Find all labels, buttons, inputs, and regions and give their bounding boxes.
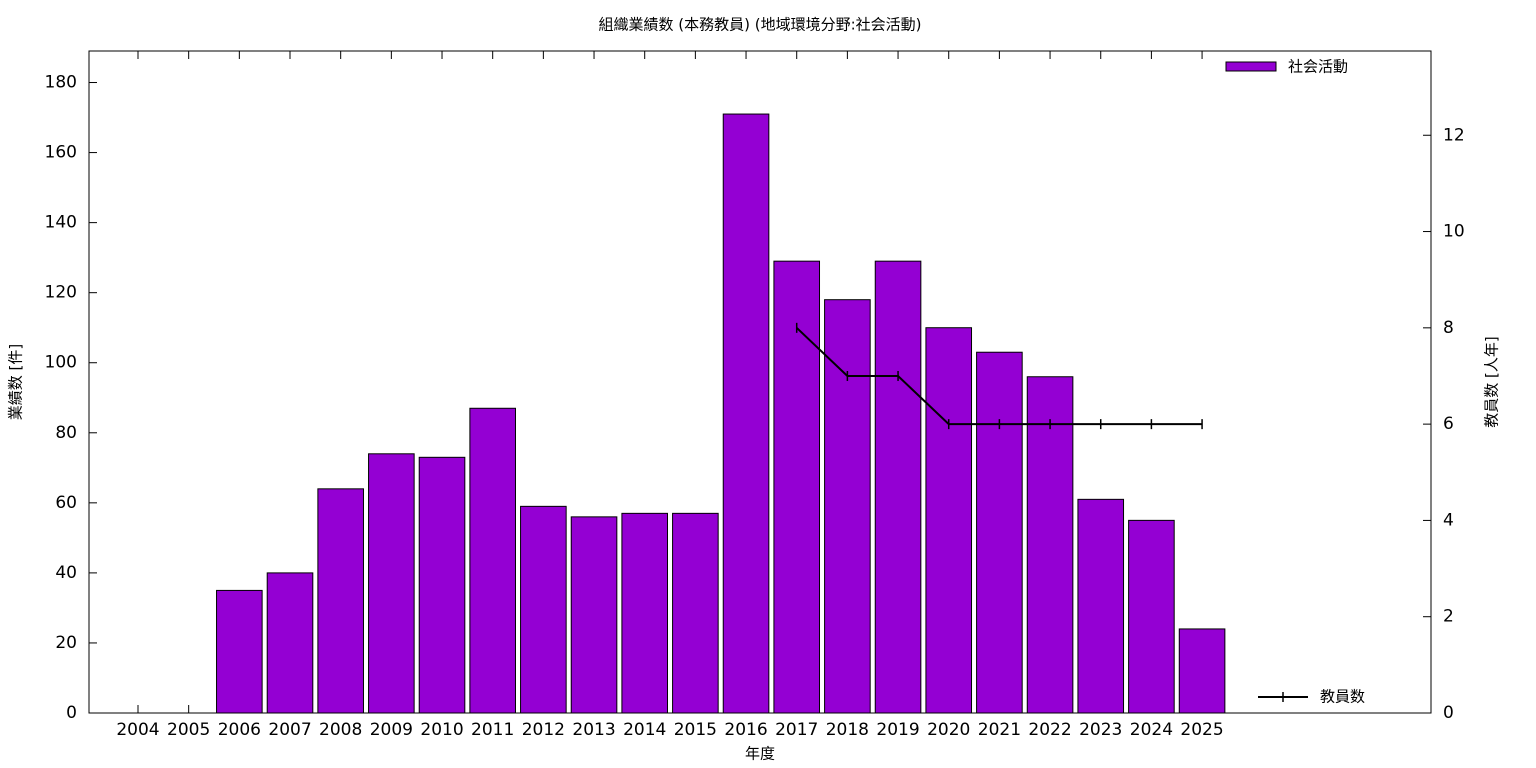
x-tick-label: 2005 xyxy=(167,720,210,740)
y2-tick-label: 4 xyxy=(1443,510,1454,530)
y2-tick-label: 2 xyxy=(1443,607,1454,627)
bar xyxy=(722,113,770,714)
x-tick-label: 2012 xyxy=(522,720,565,740)
x-tick-label: 2014 xyxy=(623,720,666,740)
bar xyxy=(621,512,669,714)
legend-label: 社会活動 xyxy=(1288,58,1348,76)
chart-title: 組織業績数 (本務教員) (地域環境分野:社会活動) xyxy=(598,16,921,34)
x-tick-label: 2007 xyxy=(268,720,311,740)
x-tick-label: 2018 xyxy=(826,720,869,740)
y2-axis-title: 教員数 [人年] xyxy=(1483,336,1501,427)
x-tick-label: 2008 xyxy=(319,720,362,740)
x-tick-label: 2011 xyxy=(471,720,514,740)
bar xyxy=(216,589,263,714)
y2-tick-label: 12 xyxy=(1443,125,1465,145)
y2-tick-label: 0 xyxy=(1443,703,1454,723)
x-tick-label: 2023 xyxy=(1079,720,1122,740)
x-tick-label: 2010 xyxy=(420,720,463,740)
bar xyxy=(1178,628,1226,714)
x-axis-title: 年度 xyxy=(745,745,775,763)
x-tick-label: 2025 xyxy=(1180,720,1223,740)
x-tick-label: 2019 xyxy=(876,720,919,740)
x-tick-label: 2015 xyxy=(674,720,717,740)
bar xyxy=(418,456,466,714)
bar xyxy=(1026,376,1074,714)
y-tick-label: 0 xyxy=(66,703,77,723)
bar xyxy=(266,572,314,714)
y2-tick-label: 10 xyxy=(1443,222,1465,242)
bar xyxy=(672,512,719,714)
y2-tick-label: 6 xyxy=(1443,414,1454,434)
y-tick-label: 180 xyxy=(45,73,77,93)
x-tick-label: 2022 xyxy=(1028,720,1071,740)
x-tick-label: 2017 xyxy=(775,720,818,740)
y-tick-label: 100 xyxy=(45,353,77,373)
y-tick-label: 60 xyxy=(55,493,77,513)
y-tick-label: 20 xyxy=(55,633,77,653)
bar xyxy=(520,505,567,714)
x-tick-label: 2006 xyxy=(218,720,261,740)
bar xyxy=(570,516,618,714)
y-tick-label: 40 xyxy=(55,563,77,583)
bar xyxy=(773,260,821,714)
y-tick-label: 80 xyxy=(55,423,77,443)
x-tick-label: 2004 xyxy=(116,720,159,740)
y-axis-title: 業績数 [件] xyxy=(7,344,25,420)
x-tick-label: 2021 xyxy=(978,720,1021,740)
bar xyxy=(368,453,415,714)
x-tick-label: 2016 xyxy=(724,720,767,740)
bar xyxy=(925,327,973,714)
y-tick-label: 140 xyxy=(45,213,77,233)
bar xyxy=(1077,498,1125,714)
bar xyxy=(317,488,364,714)
x-tick-label: 2020 xyxy=(927,720,970,740)
x-tick-label: 2009 xyxy=(370,720,413,740)
bar xyxy=(874,260,922,714)
legend-label: 教員数 xyxy=(1320,688,1365,706)
bar xyxy=(1128,519,1175,714)
bar xyxy=(469,407,516,714)
legend-swatch xyxy=(1225,61,1277,72)
x-tick-label: 2013 xyxy=(572,720,615,740)
x-tick-label: 2024 xyxy=(1130,720,1173,740)
y-tick-label: 120 xyxy=(45,283,77,303)
y2-tick-label: 8 xyxy=(1443,318,1454,338)
y-tick-label: 160 xyxy=(45,143,77,163)
bar xyxy=(976,351,1023,714)
bar xyxy=(824,299,871,714)
